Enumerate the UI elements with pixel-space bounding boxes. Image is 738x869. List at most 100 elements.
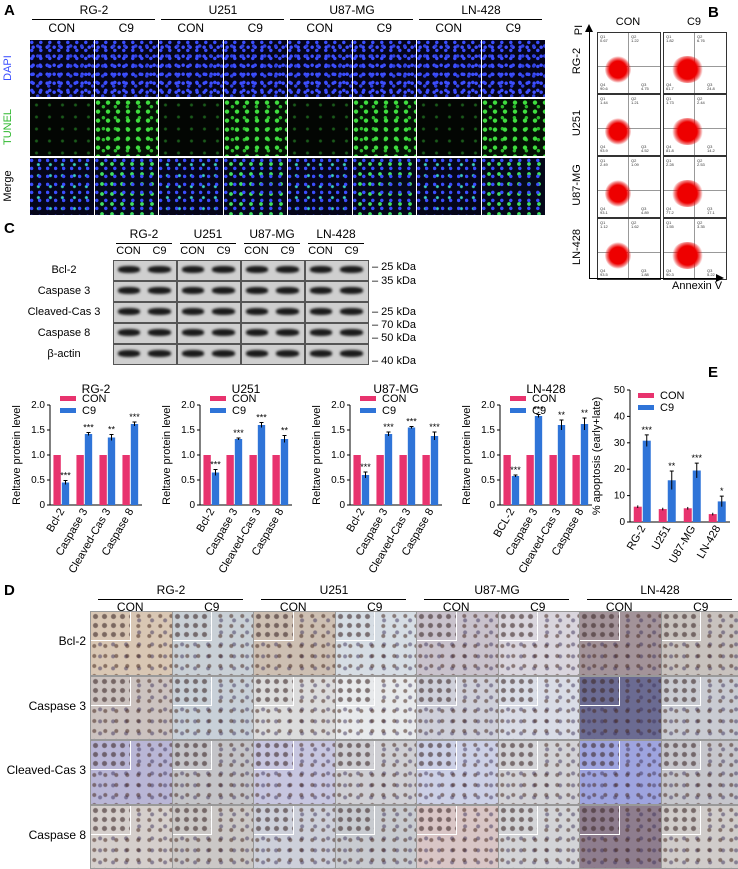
y-axis-arrow-line bbox=[589, 30, 590, 278]
bar-c9 bbox=[258, 425, 265, 505]
ihc-inset bbox=[580, 677, 620, 706]
bar-c9 bbox=[385, 434, 392, 505]
legend-swatch bbox=[510, 408, 526, 413]
ihc-inset bbox=[336, 806, 376, 835]
quadrant-q1: Q1 1.44 bbox=[600, 97, 608, 105]
fluorescence-image bbox=[95, 158, 159, 215]
x-tick-label: Bcl-2 bbox=[44, 507, 67, 535]
cell-line-label-a: LN-428 bbox=[417, 3, 545, 17]
ihc-inset bbox=[417, 806, 457, 835]
cell-line-underline bbox=[244, 243, 300, 244]
significance-mark: *** bbox=[256, 413, 267, 423]
significance-mark: *** bbox=[641, 425, 652, 435]
ihc-inset bbox=[499, 806, 539, 835]
significance-mark: *** bbox=[129, 412, 140, 422]
blot-strip bbox=[177, 323, 241, 344]
ihc-image bbox=[253, 740, 336, 805]
y-tick-label: 1.5 bbox=[481, 425, 495, 436]
blot-strip bbox=[113, 344, 177, 365]
x-tick-label: LN-428 bbox=[695, 524, 723, 561]
legend-swatch bbox=[60, 396, 76, 401]
significance-mark: *** bbox=[383, 422, 394, 432]
bar-con bbox=[272, 455, 279, 505]
ihc-inset bbox=[336, 677, 376, 706]
protein-band bbox=[182, 308, 204, 315]
protein-band bbox=[148, 266, 171, 273]
bar-c9 bbox=[558, 425, 565, 505]
ihc-image bbox=[579, 805, 662, 869]
significance-mark: *** bbox=[510, 465, 521, 475]
protein-band bbox=[148, 329, 171, 336]
ihc-inset bbox=[91, 741, 131, 770]
protein-band bbox=[276, 350, 299, 357]
ihc-image bbox=[335, 676, 418, 741]
protein-label: β-actin bbox=[20, 348, 108, 360]
condition-label-c: C9 bbox=[144, 245, 175, 257]
blot-strip bbox=[305, 344, 369, 365]
quadrant-q3: Q3 1.88 bbox=[641, 269, 649, 277]
blot-strip bbox=[241, 302, 305, 323]
blot-strip bbox=[241, 281, 305, 302]
ihc-inset bbox=[580, 741, 620, 770]
blot-strip bbox=[177, 302, 241, 323]
condition-label-a: C9 bbox=[224, 21, 288, 35]
ihc-image bbox=[579, 676, 662, 741]
protein-band bbox=[340, 287, 363, 294]
condition-label-a: CON bbox=[159, 21, 223, 35]
legend-swatch bbox=[510, 396, 526, 401]
fluorescence-image bbox=[288, 40, 352, 97]
ihc-image bbox=[172, 740, 255, 805]
ihc-inset bbox=[173, 612, 213, 641]
bar-con bbox=[422, 455, 429, 505]
bar-con bbox=[659, 509, 667, 522]
quadrant-q4: Q4 93.5 bbox=[600, 269, 608, 277]
cell-line-underline bbox=[161, 19, 284, 20]
cell-line-label-d: LN-428 bbox=[579, 583, 738, 597]
fluorescence-image bbox=[224, 99, 288, 156]
condition-label-b: C9 bbox=[663, 16, 725, 28]
quadrant-q2: Q2 1.62 bbox=[631, 221, 639, 229]
ihc-row-label: Caspase 3 bbox=[0, 699, 86, 713]
ihc-image bbox=[416, 805, 499, 869]
bar-con bbox=[376, 455, 383, 505]
blot-strip bbox=[113, 260, 177, 281]
y-axis-label: Reltave protein level bbox=[311, 405, 323, 505]
x-axis-label: Annexin V bbox=[672, 280, 722, 292]
x-tick-label: RG-2 bbox=[625, 524, 649, 553]
quadrant-q3: Q3 24.8 bbox=[707, 83, 715, 91]
condition-label-a: CON bbox=[30, 21, 94, 35]
ihc-inset bbox=[499, 612, 539, 641]
kda-marker: – 50 kDa bbox=[372, 332, 416, 344]
fluorescence-image bbox=[30, 40, 94, 97]
quadrant-q4: Q4 90.3 bbox=[666, 269, 674, 277]
protein-band bbox=[340, 308, 363, 315]
quadrant-q3: Q3 4.89 bbox=[641, 207, 649, 215]
protein-band bbox=[182, 287, 204, 294]
ihc-image bbox=[661, 676, 738, 741]
cell-line-label-d: RG-2 bbox=[90, 583, 252, 597]
panel-label-c: C bbox=[4, 220, 15, 237]
bar-con bbox=[99, 455, 106, 505]
quadrant-q4: Q4 90.6 bbox=[600, 83, 608, 91]
ihc-inset bbox=[336, 612, 376, 641]
condition-label-a: CON bbox=[288, 21, 352, 35]
fluorescence-image bbox=[159, 99, 223, 156]
row-label-tunel: TUNEL bbox=[2, 103, 14, 151]
protein-label: Cleaved-Cas 3 bbox=[20, 306, 108, 318]
protein-band bbox=[246, 329, 268, 336]
protein-band bbox=[310, 308, 332, 315]
bar-c9 bbox=[693, 471, 701, 522]
blot-strip bbox=[113, 323, 177, 344]
y-axis-label: % apoptosis (early+late) bbox=[591, 397, 603, 515]
y-tick-label: 2.0 bbox=[481, 400, 495, 411]
ihc-inset bbox=[580, 612, 620, 641]
bar-con bbox=[526, 455, 533, 505]
condition-label-c: C9 bbox=[208, 245, 239, 257]
fluorescence-image bbox=[224, 158, 288, 215]
ihc-image bbox=[498, 676, 581, 741]
